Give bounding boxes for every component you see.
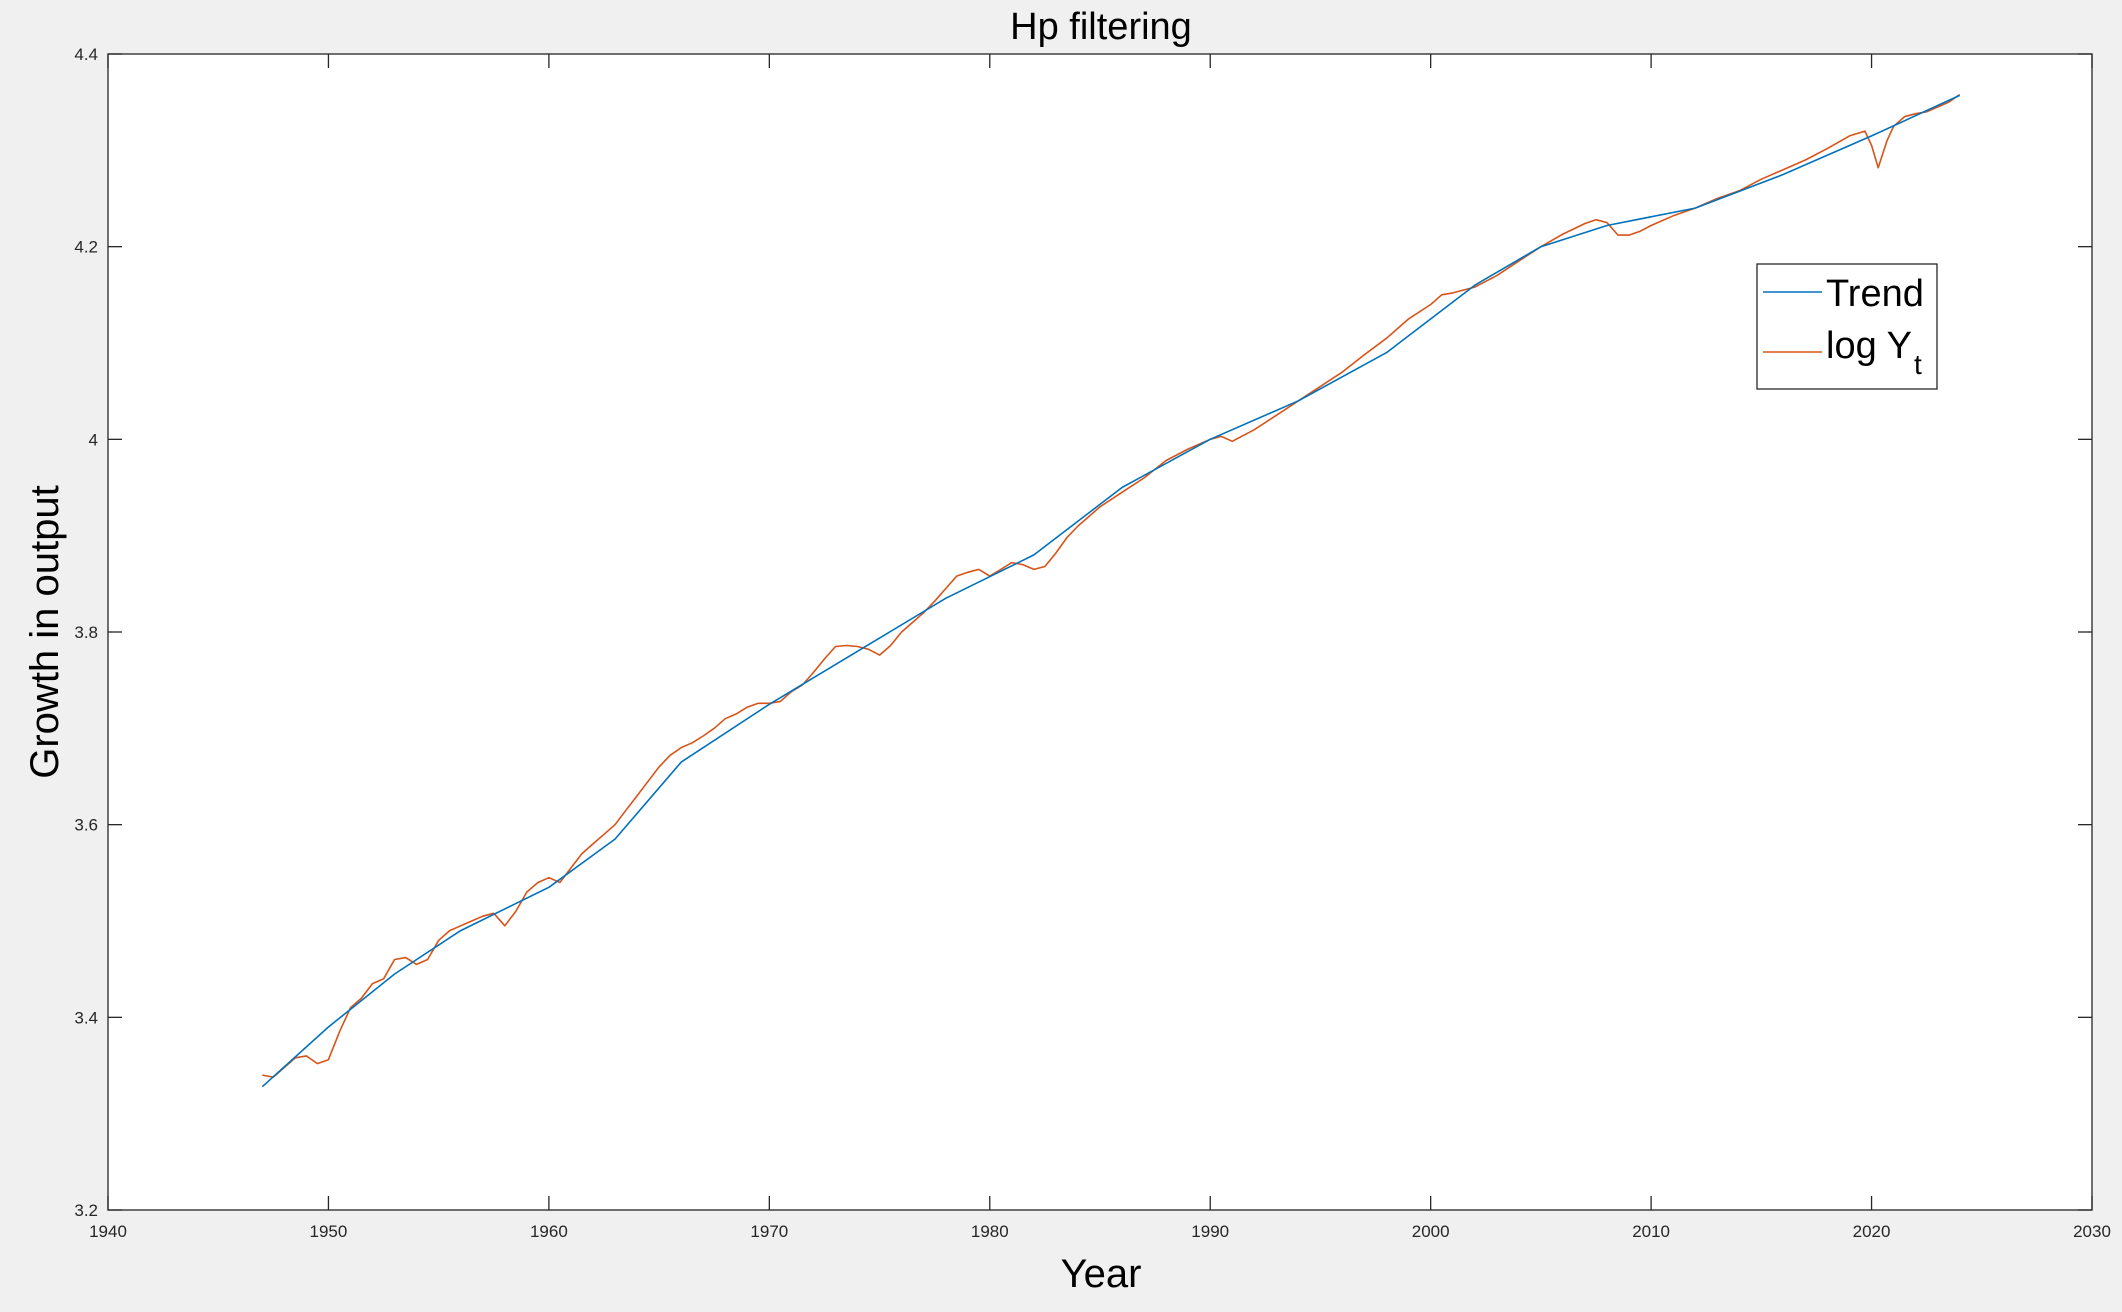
x-tick-label: 1980	[971, 1222, 1009, 1241]
x-tick-label: 1950	[310, 1222, 348, 1241]
y-axis: 3.2 3.4 3.6 3.8 4 4.2 4.4	[74, 45, 2092, 1220]
legend-label-log-y-subscript: t	[1914, 349, 1922, 380]
series-line-log-y	[262, 93, 1961, 1078]
x-tick-label: 2030	[2073, 1222, 2111, 1241]
legend-label-trend: Trend	[1826, 273, 1924, 315]
legend-box	[1756, 263, 1938, 390]
y-tick-label: 3.2	[74, 1201, 98, 1220]
y-tick-label: 3.6	[74, 816, 98, 835]
x-tick-label: 2020	[1853, 1222, 1891, 1241]
y-tick-label: 3.8	[74, 623, 98, 642]
x-axis: 1940 1950 1960 1970 1980 1990 2000 2010 2020 2030	[89, 54, 2111, 1241]
x-tick-label: 1940	[89, 1222, 127, 1241]
x-tick-label: 1970	[750, 1222, 788, 1241]
y-tick-label: 4.2	[74, 238, 98, 257]
series-layer	[261, 93, 1961, 1088]
x-axis-label: Year	[1061, 1252, 1142, 1296]
legend-label-log-y-main: log Y	[1826, 325, 1912, 367]
legend-label-log-y: log Yt	[1826, 325, 1922, 380]
y-tick-label: 3.4	[74, 1008, 98, 1027]
series-line-trend	[261, 94, 1961, 1088]
x-tick-label: 2000	[1412, 1222, 1450, 1241]
x-tick-label: 1960	[530, 1222, 568, 1241]
y-axis-label: Growth in output	[23, 485, 67, 779]
y-tick-label: 4	[89, 430, 98, 449]
x-tick-label: 2010	[1632, 1222, 1670, 1241]
x-tick-label: 1990	[1191, 1222, 1229, 1241]
y-tick-label: 4.4	[74, 45, 98, 64]
legend: Trend log Yt	[1756, 263, 1938, 390]
plot-area	[107, 53, 2093, 1211]
chart-title: Hp filtering	[1010, 6, 1192, 48]
